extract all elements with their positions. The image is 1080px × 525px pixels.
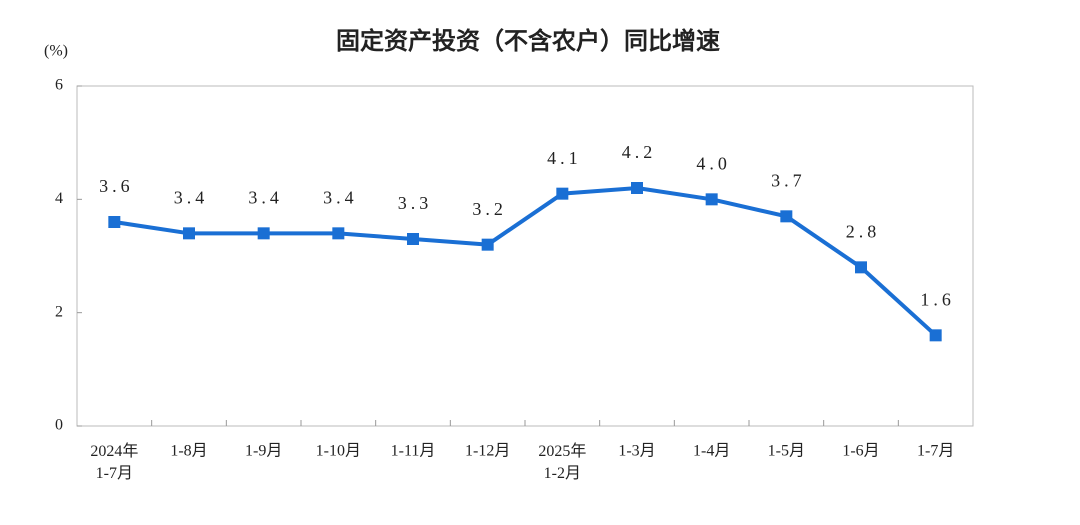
x-tick-label: 2025年 1-2月 xyxy=(538,442,586,482)
x-tick-label: 1-6月 xyxy=(842,443,879,460)
y-tick-label: 6 xyxy=(55,77,63,94)
point xyxy=(705,193,718,206)
value-label: 4.0 xyxy=(696,153,731,173)
value-label: 4.1 xyxy=(547,148,582,168)
x-tick-label: 1-3月 xyxy=(618,443,655,460)
value-label: 3.2 xyxy=(472,199,507,219)
value-label: 3.4 xyxy=(174,187,209,207)
x-tick-label: 1-8月 xyxy=(170,443,207,460)
series-line xyxy=(114,186,938,337)
x-tick-label: 2024年 1-7月 xyxy=(90,442,138,482)
value-label: 3.3 xyxy=(398,193,433,213)
point xyxy=(780,210,793,223)
y-tick-label: 2 xyxy=(55,303,63,320)
x-tick-label: 1-7月 xyxy=(917,443,954,460)
x-tick-label: 1-9月 xyxy=(245,443,282,460)
plot-frame xyxy=(76,85,974,427)
x-tick-label: 1-12月 xyxy=(465,443,510,460)
value-label: 3.7 xyxy=(771,170,806,190)
point xyxy=(556,187,569,200)
point xyxy=(631,182,643,194)
y-tick-label: 0 xyxy=(55,417,63,434)
x-tick-label: 1-5月 xyxy=(768,443,805,460)
point xyxy=(929,329,942,342)
point xyxy=(332,227,345,240)
x-tick-label: 1-10月 xyxy=(316,443,361,460)
point xyxy=(481,238,494,251)
point xyxy=(108,216,121,228)
value-label: 3.4 xyxy=(248,187,283,207)
point xyxy=(407,233,419,245)
y-tick-label: 4 xyxy=(55,190,63,207)
chart-title: 固定资产投资（不含农户）同比增速 xyxy=(336,27,720,55)
value-label: 3.6 xyxy=(99,176,134,196)
y-unit: (%) xyxy=(44,43,68,60)
point xyxy=(855,261,867,274)
value-label: 3.4 xyxy=(323,187,358,207)
point xyxy=(183,227,195,240)
value-label: 2.8 xyxy=(846,221,881,241)
value-label: 1.6 xyxy=(920,289,955,309)
x-tick-label: 1-11月 xyxy=(391,443,436,460)
x-tick-label: 1-4月 xyxy=(693,443,730,460)
value-label: 4.2 xyxy=(622,142,657,162)
point xyxy=(257,227,270,240)
